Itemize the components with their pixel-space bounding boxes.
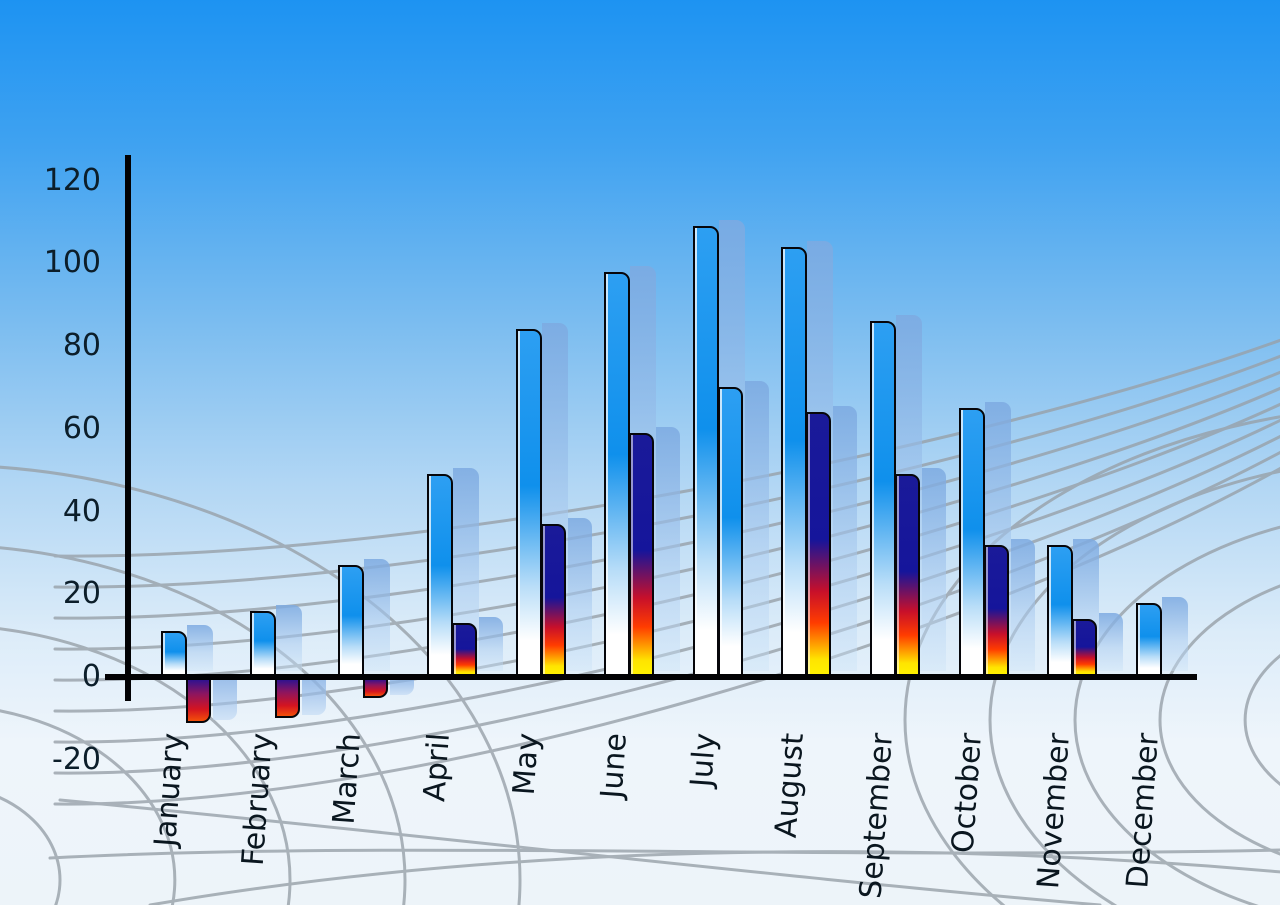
bar-september-secondary [895,474,921,677]
bar-shadow-july-secondary [744,381,769,671]
bar-shadow-may-secondary [567,517,592,671]
bar-february-secondary [274,677,300,719]
bar-shadow-january-primary [187,625,213,671]
bar-shadow-november-secondary [1099,613,1124,671]
bar-shadow-october-secondary [1010,538,1035,671]
bar-september-primary [870,321,897,677]
bar-october-primary [958,408,985,677]
bar-march-secondary [363,677,389,698]
bar-november-secondary [1072,619,1098,677]
bar-november-primary [1047,544,1074,677]
y-axis-line [125,155,131,701]
bar-shadow-february-primary [275,604,302,671]
bar-june-secondary [629,432,655,677]
bar-shadow-january-secondary [213,680,237,720]
bar-april-secondary [451,623,477,677]
bar-shadow-september-secondary [922,468,947,671]
bar-may-primary [515,329,542,677]
bar-shadow-august-secondary [833,406,858,671]
x-axis-line [105,674,1197,680]
bar-shadow-february-secondary [301,680,326,716]
bar-shadow-december-primary [1162,596,1189,671]
bar-shadow-april-secondary [478,617,503,671]
bar-shadow-march-primary [364,559,391,671]
bar-october-secondary [983,544,1009,677]
bar-august-secondary [806,412,832,677]
bar-august-primary [781,246,808,677]
bar-january-primary [161,631,187,677]
bar-january-secondary [186,677,211,723]
bar-april-primary [426,474,453,677]
bar-february-primary [249,610,276,677]
bar-shadow-march-secondary [390,680,415,695]
bar-march-primary [338,565,365,677]
bar-may-secondary [540,523,566,677]
bar-june-primary [604,271,631,677]
bar-july-primary [692,226,719,677]
bar-december-primary [1136,602,1163,677]
bar-shadow-june-secondary [656,426,681,671]
bar-july-secondary [717,387,743,677]
